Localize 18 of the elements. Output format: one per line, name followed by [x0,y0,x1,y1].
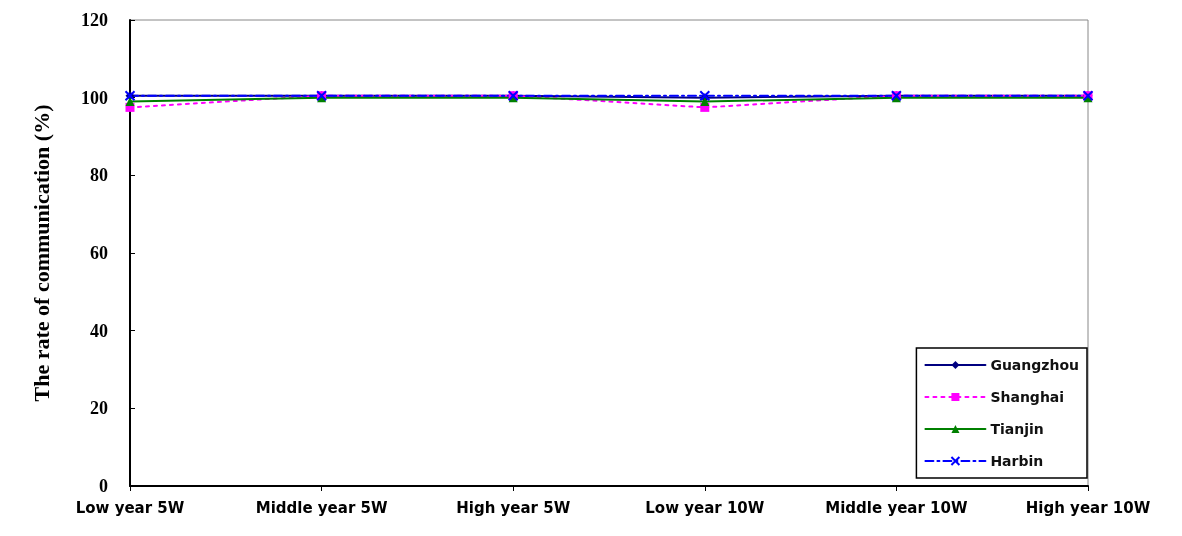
x-tick-label: Low year 5W [75,498,185,517]
x-tick-label: Middle year 10W [825,498,968,517]
x-tick-label: Middle year 5W [255,498,388,517]
legend-label: Harbin [990,453,1044,469]
y-tick-label: 0 [99,476,108,496]
y-tick-label: 40 [90,320,108,341]
y-tick-label: 60 [90,243,108,263]
y-tick-label: 80 [90,165,108,186]
legend-label: Shanghai [990,389,1065,405]
y-tick-label: 100 [81,87,108,108]
legend-label: Guangzhou [990,357,1079,373]
x-tick-label: High year 10W [1025,498,1151,517]
x-tick-label: Low year 10W [645,498,765,517]
y-tick-label: 20 [90,398,108,419]
x-tick-label: High year 5W [456,498,571,517]
legend-label: Tianjin [990,421,1044,437]
y-axis-title: The rate of communication (%) [28,104,54,402]
y-tick-label: 120 [81,10,108,30]
